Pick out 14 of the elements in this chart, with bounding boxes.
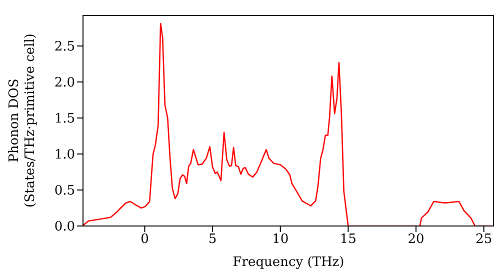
x-tick-label: 20 [408,232,424,248]
x-tick-label: 15 [340,232,356,248]
x-tick-label: 0 [140,232,149,248]
y-tick-label: 0.5 [54,184,75,199]
y-tick-label: 1.5 [54,112,75,127]
y-tick-label: 0.0 [54,220,75,235]
y-tick-label: 1.0 [54,148,75,163]
y-axis-title: Phonon DOS (States/THz·primitive cell) [7,33,38,208]
y-tick-label: 2.0 [54,76,75,91]
y-tick-label: 2.5 [54,40,75,55]
x-tick-label: 25 [476,232,492,248]
x-tick-label: 5 [208,232,217,248]
x-axis-title: Frequency (THz) [232,255,344,270]
x-tick-label: 10 [272,232,289,248]
